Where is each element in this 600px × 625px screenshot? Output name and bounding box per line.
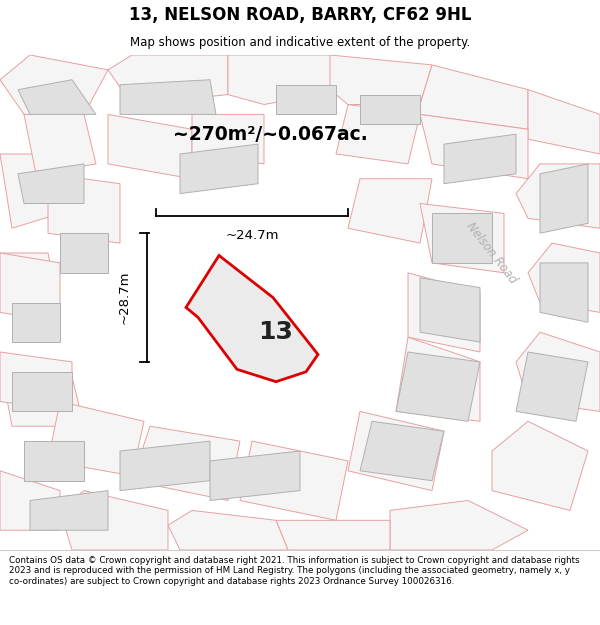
Polygon shape (360, 421, 444, 481)
Polygon shape (0, 352, 72, 411)
Polygon shape (48, 401, 144, 476)
Polygon shape (60, 491, 168, 550)
Polygon shape (0, 471, 60, 530)
Polygon shape (24, 114, 96, 174)
Polygon shape (276, 520, 390, 550)
Polygon shape (210, 451, 300, 501)
Polygon shape (330, 55, 432, 104)
Polygon shape (12, 302, 60, 342)
Polygon shape (492, 421, 588, 511)
Polygon shape (168, 511, 288, 550)
Polygon shape (420, 204, 504, 272)
Polygon shape (276, 85, 336, 114)
Polygon shape (192, 114, 264, 164)
Polygon shape (120, 80, 216, 114)
Polygon shape (0, 55, 108, 114)
Polygon shape (108, 114, 192, 179)
Polygon shape (240, 441, 348, 520)
Text: ~28.7m: ~28.7m (118, 271, 131, 324)
Polygon shape (396, 337, 480, 421)
Polygon shape (444, 134, 516, 184)
Polygon shape (396, 352, 480, 421)
Polygon shape (186, 256, 318, 382)
Polygon shape (0, 253, 60, 322)
Polygon shape (516, 164, 600, 228)
Polygon shape (516, 352, 588, 421)
Polygon shape (180, 144, 258, 194)
Polygon shape (24, 441, 84, 481)
Polygon shape (336, 104, 420, 164)
Text: Nelson Road: Nelson Road (464, 220, 520, 286)
Polygon shape (408, 272, 480, 352)
Polygon shape (18, 80, 96, 114)
Polygon shape (432, 213, 492, 263)
Polygon shape (12, 372, 72, 411)
Polygon shape (528, 89, 600, 154)
Polygon shape (420, 278, 480, 342)
Text: 13, NELSON ROAD, BARRY, CF62 9HL: 13, NELSON ROAD, BARRY, CF62 9HL (129, 6, 471, 24)
Polygon shape (528, 243, 600, 312)
Polygon shape (228, 55, 348, 104)
Text: ~24.7m: ~24.7m (225, 229, 279, 242)
Text: Contains OS data © Crown copyright and database right 2021. This information is : Contains OS data © Crown copyright and d… (9, 556, 580, 586)
Polygon shape (60, 233, 108, 272)
Polygon shape (540, 263, 588, 322)
Polygon shape (132, 426, 240, 501)
Text: ~270m²/~0.067ac.: ~270m²/~0.067ac. (173, 125, 367, 144)
Polygon shape (120, 441, 210, 491)
Text: Map shows position and indicative extent of the property.: Map shows position and indicative extent… (130, 36, 470, 49)
Polygon shape (348, 179, 432, 243)
Polygon shape (0, 253, 60, 312)
Polygon shape (420, 114, 528, 179)
Polygon shape (516, 332, 600, 411)
Polygon shape (420, 65, 528, 129)
Polygon shape (108, 55, 228, 104)
Polygon shape (540, 164, 588, 233)
Polygon shape (360, 94, 420, 124)
Polygon shape (30, 491, 108, 530)
Polygon shape (348, 411, 444, 491)
Polygon shape (0, 362, 84, 426)
Polygon shape (48, 174, 120, 243)
Polygon shape (0, 154, 60, 228)
Polygon shape (18, 164, 84, 204)
Text: 13: 13 (258, 320, 293, 344)
Polygon shape (390, 501, 528, 550)
